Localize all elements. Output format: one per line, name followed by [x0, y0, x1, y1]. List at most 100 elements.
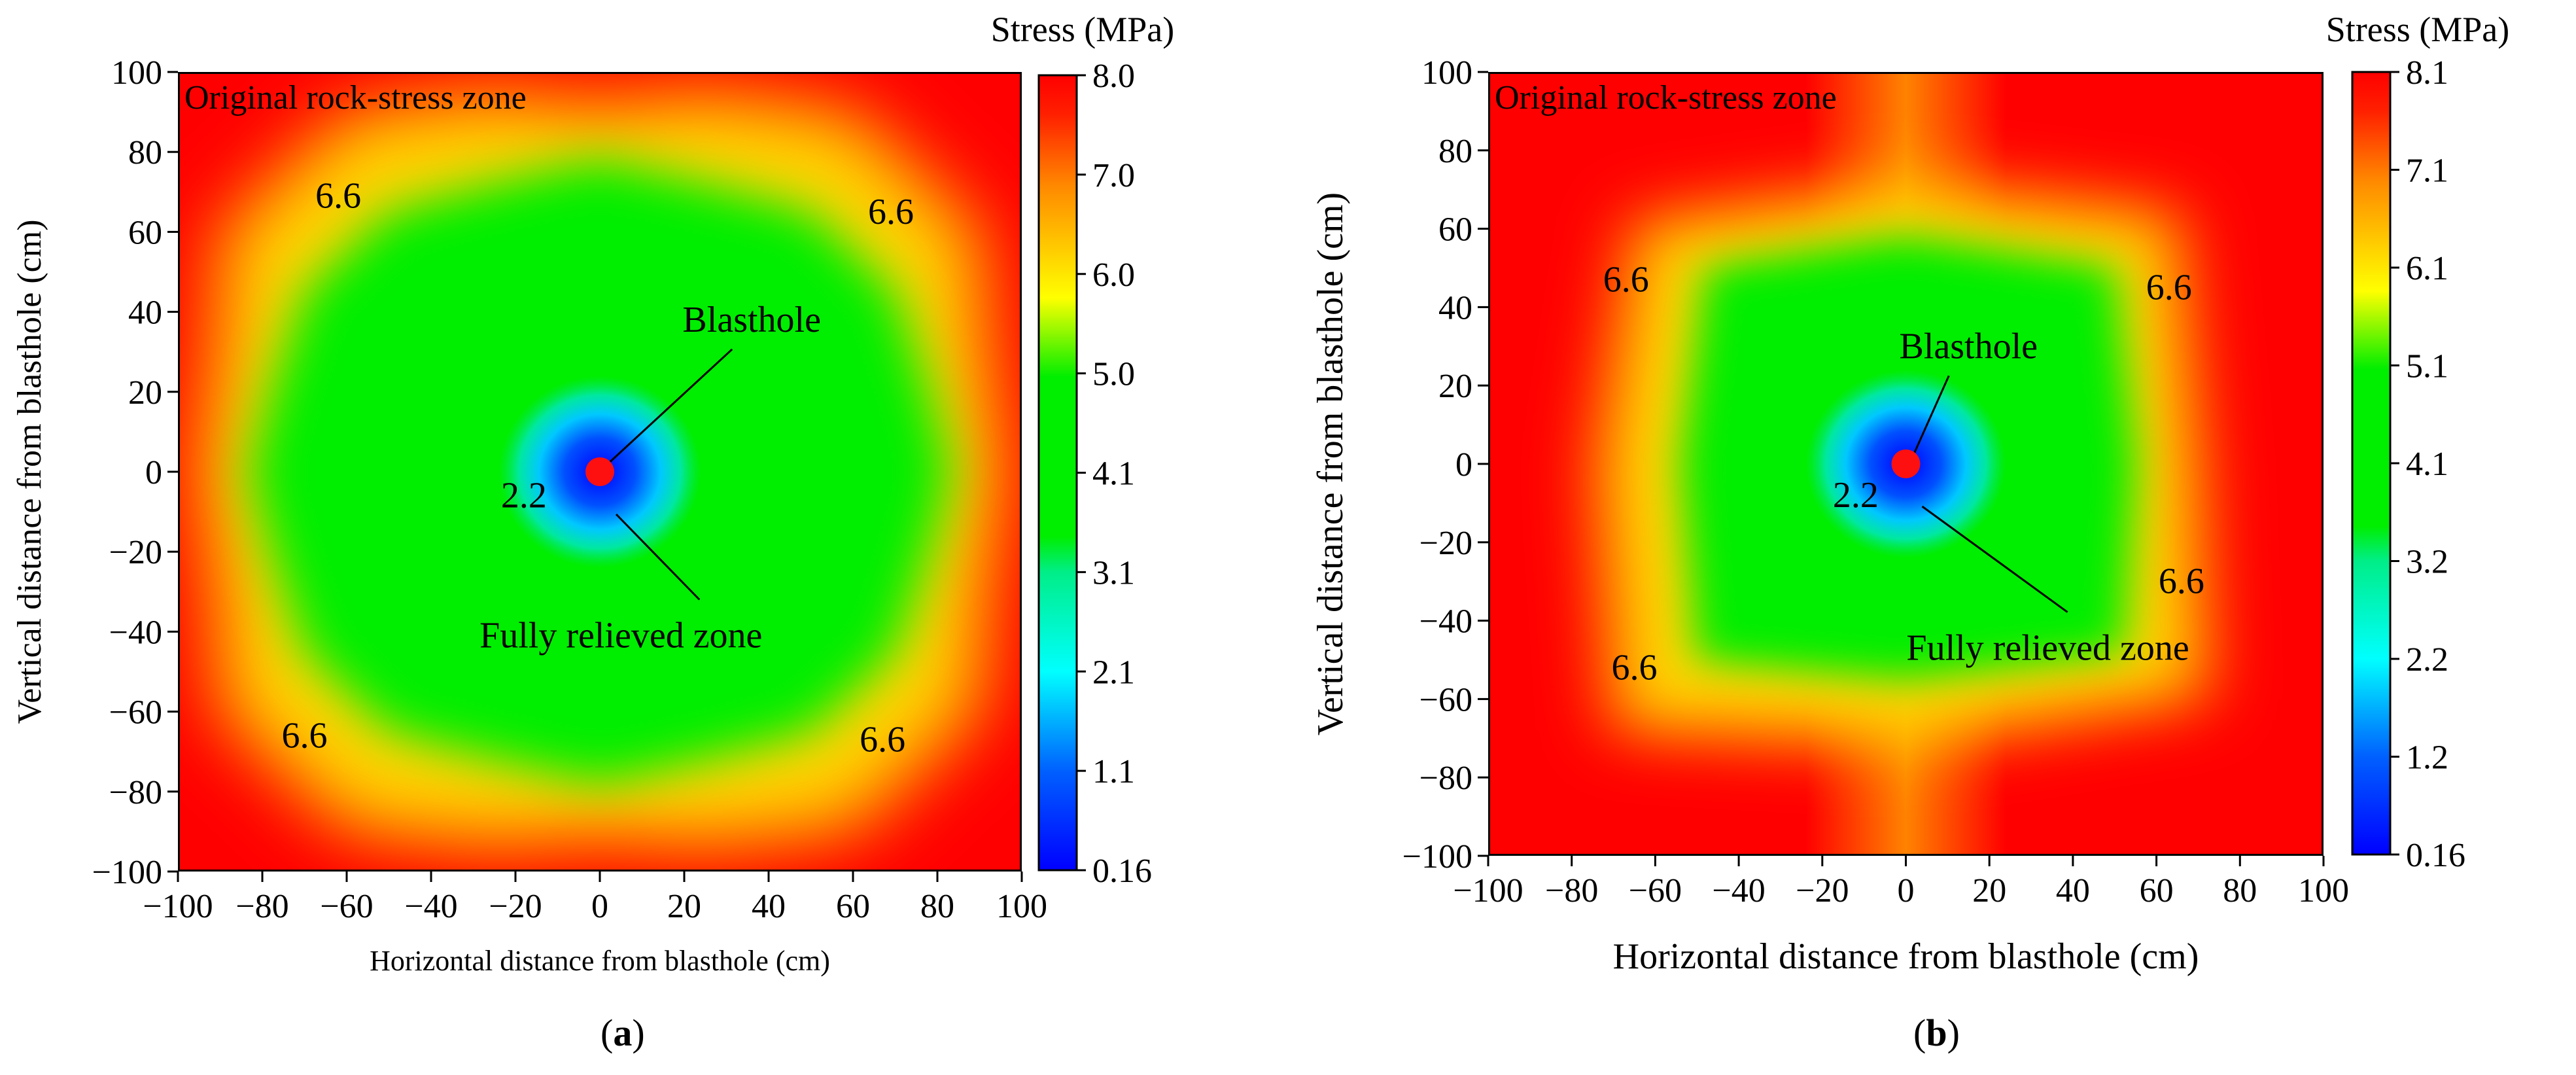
x-tick-label: 100 — [2298, 872, 2349, 909]
x-tick-label: −60 — [1629, 872, 1682, 909]
zone-label: Original rock-stress zone — [184, 79, 527, 116]
colorbar-tick-label: 7.1 — [2406, 152, 2448, 190]
y-tick-label: 100 — [111, 54, 162, 92]
x-tick-label: 60 — [2140, 872, 2174, 909]
axes-b: −100 −80 −60 −40 −20 0 20 40 60 80 100 −100 −80 −60 −4… — [1310, 10, 2510, 977]
contour-label: 6.6 — [1611, 647, 1657, 688]
contour-label: 6.6 — [315, 175, 361, 216]
x-tick-label: 40 — [752, 888, 786, 925]
y-axis-label: Vertical distance from blasthole (cm) — [1310, 192, 1351, 735]
x-tick-label: −20 — [1796, 872, 1849, 909]
leader-line — [1911, 375, 1950, 458]
colorbar-tick-label: 2.2 — [2406, 641, 2448, 678]
axes-a: −100 −80 −60 −40 −20 0 20 40 60 80 100 −100 −80 −60 −4… — [11, 10, 1175, 977]
x-tick-label: −20 — [489, 888, 542, 925]
contour-label: 6.6 — [860, 719, 905, 760]
y-tick-label: 0 — [145, 454, 162, 491]
leader-line — [605, 348, 733, 467]
y-tick-label: −80 — [109, 774, 162, 811]
colorbar-tick-label: 0.16 — [2406, 837, 2465, 874]
y-tick-label: −60 — [109, 694, 162, 731]
contour-label: 6.6 — [868, 192, 914, 232]
y-tick-label: −80 — [1419, 760, 1472, 797]
blasthole-marker — [1891, 449, 1921, 478]
colorbar-tick-label: 2.1 — [1092, 654, 1135, 691]
colorbar-tick-label: 5.1 — [2406, 348, 2448, 385]
overlay-a: Original rock-stress zone 6.6 6.6 6.6 6.6 2.2… — [184, 79, 914, 760]
colorbar-title: Stress (MPa) — [2326, 10, 2510, 49]
x-tick-label: 0 — [591, 888, 608, 925]
annotation-blasthole: Blasthole — [682, 300, 821, 340]
colorbar-tick-label: 8.0 — [1092, 58, 1135, 95]
y-axis-label: Vertical distance from blasthole (cm) — [11, 219, 48, 724]
annotation-blasthole: Blasthole — [1900, 326, 2038, 366]
stress-contour-plot-b: Original rock-stress zone 6.6 6.6 6.6 6.6 2.2… — [1488, 72, 2324, 856]
annotation-relieved-zone: Fully relieved zone — [1906, 628, 2189, 669]
x-tick-label: 40 — [2056, 872, 2090, 909]
y-tick-label: 80 — [128, 134, 162, 171]
contour-label: 2.2 — [501, 476, 547, 516]
x-tick-label: 0 — [1898, 872, 1915, 909]
x-axis-label: Horizontal distance from blasthole (cm) — [370, 945, 830, 977]
x-tick-label: 60 — [836, 888, 870, 925]
colorbar-tick-label: 3.1 — [1092, 554, 1135, 591]
x-tick-label: −80 — [1545, 872, 1598, 909]
panel-b: Original rock-stress zone 6.6 6.6 6.6 6.6 2.2… — [1295, 0, 2576, 1075]
y-tick-label: −20 — [1419, 525, 1472, 562]
colorbar-tick-label: 3.2 — [2406, 544, 2448, 581]
x-axis-label: Horizontal distance from blasthole (cm) — [1613, 936, 2199, 977]
y-tick-label: 80 — [1438, 133, 1472, 170]
x-tick-label: −100 — [143, 888, 213, 925]
colorbar — [2351, 71, 2392, 856]
y-tick-label: 20 — [128, 374, 162, 412]
y-tick-label: −20 — [109, 534, 162, 571]
colorbar-tick-label: 4.1 — [2406, 446, 2448, 483]
colorbar-tick-label: 6.0 — [1092, 256, 1135, 294]
colorbar — [1037, 74, 1078, 872]
x-tick-label: 100 — [996, 888, 1047, 925]
colorbar-tick-label: 6.1 — [2406, 250, 2448, 287]
colorbar-tick-label: 1.2 — [2406, 739, 2448, 777]
y-tick-label: −40 — [109, 614, 162, 651]
x-tick-label: −80 — [235, 888, 288, 925]
x-tick-label: −60 — [320, 888, 373, 925]
leader-line — [615, 513, 701, 601]
panel-a: Original rock-stress zone 6.6 6.6 6.6 6.6 2.2… — [0, 0, 1282, 1075]
x-tick-label: 20 — [1972, 872, 2006, 909]
stress-contour-plot-a: Original rock-stress zone 6.6 6.6 6.6 6.6 2.2… — [178, 72, 1022, 872]
contour-label: 6.6 — [1603, 259, 1649, 300]
colorbar-tick-label: 8.1 — [2406, 54, 2448, 92]
y-tick-label: −100 — [1402, 838, 1472, 875]
zone-label: Original rock-stress zone — [1495, 79, 1837, 116]
x-tick-label: 80 — [2223, 872, 2257, 909]
leader-line — [1921, 505, 2068, 613]
y-tick-label: 60 — [1438, 211, 1472, 249]
y-tick-label: 20 — [1438, 368, 1472, 405]
y-tick-label: −60 — [1419, 681, 1472, 718]
contour-label: 6.6 — [2159, 561, 2204, 602]
contour-label: 2.2 — [1833, 475, 1879, 516]
panel-label-a: (a) — [600, 1012, 645, 1054]
colorbar-title: Stress (MPa) — [991, 10, 1175, 49]
y-tick-label: −100 — [92, 854, 162, 891]
x-tick-label: −40 — [404, 888, 457, 925]
y-tick-label: 40 — [128, 294, 162, 332]
overlay-b: Original rock-stress zone 6.6 6.6 6.6 6.6 2.2… — [1495, 79, 2204, 688]
y-tick-label: 40 — [1438, 289, 1472, 326]
colorbar-tick-label: 0.16 — [1092, 853, 1152, 890]
blasthole-marker — [585, 457, 614, 486]
x-tick-label: −40 — [1712, 872, 1765, 909]
contour-label: 6.6 — [282, 715, 328, 756]
colorbar-tick-label: 4.1 — [1092, 455, 1135, 493]
x-tick-label: −100 — [1453, 872, 1523, 909]
colorbar-tick-label: 5.0 — [1092, 356, 1135, 393]
panel-label-b: (b) — [1913, 1012, 1960, 1054]
x-tick-label: 80 — [920, 888, 954, 925]
colorbar-tick-label: 1.1 — [1092, 753, 1135, 790]
y-tick-label: −40 — [1419, 603, 1472, 641]
y-tick-label: 60 — [128, 214, 162, 251]
x-tick-label: 20 — [667, 888, 701, 925]
contour-label: 6.6 — [2146, 267, 2192, 308]
y-tick-label: 0 — [1455, 446, 1472, 484]
colorbar-tick-label: 7.0 — [1092, 157, 1135, 194]
